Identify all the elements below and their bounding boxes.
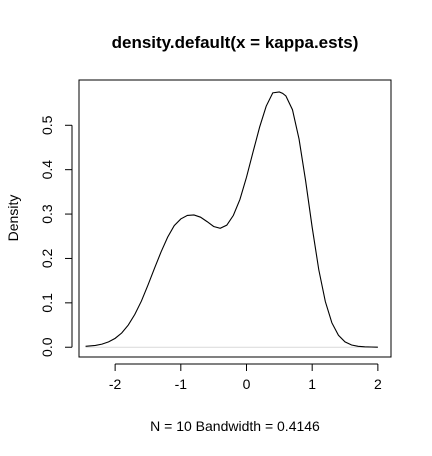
y-axis: 0.0 0.1 0.2 0.3 0.4 0.5: [39, 115, 73, 357]
x-tick-label: 1: [308, 376, 316, 392]
x-tick-label: -1: [175, 376, 188, 392]
x-axis: -2 -1 0 1 2: [109, 363, 382, 392]
y-axis-label: Density: [5, 195, 21, 242]
y-tick-label: 0.3: [39, 204, 55, 224]
chart-title: density.default(x = kappa.ests): [112, 33, 359, 52]
y-tick-label: 0.0: [39, 337, 55, 357]
x-tick-label: 0: [243, 376, 251, 392]
density-curve: [85, 91, 378, 348]
y-tick-label: 0.4: [39, 160, 55, 180]
x-axis-label: N = 10 Bandwidth = 0.4146: [150, 418, 320, 434]
x-tick-label: 2: [374, 376, 382, 392]
plot-frame: [78, 79, 392, 358]
y-tick-label: 0.2: [39, 249, 55, 269]
x-tick-label: -2: [109, 376, 122, 392]
y-tick-label: 0.1: [39, 293, 55, 313]
y-tick-label: 0.5: [39, 115, 55, 135]
